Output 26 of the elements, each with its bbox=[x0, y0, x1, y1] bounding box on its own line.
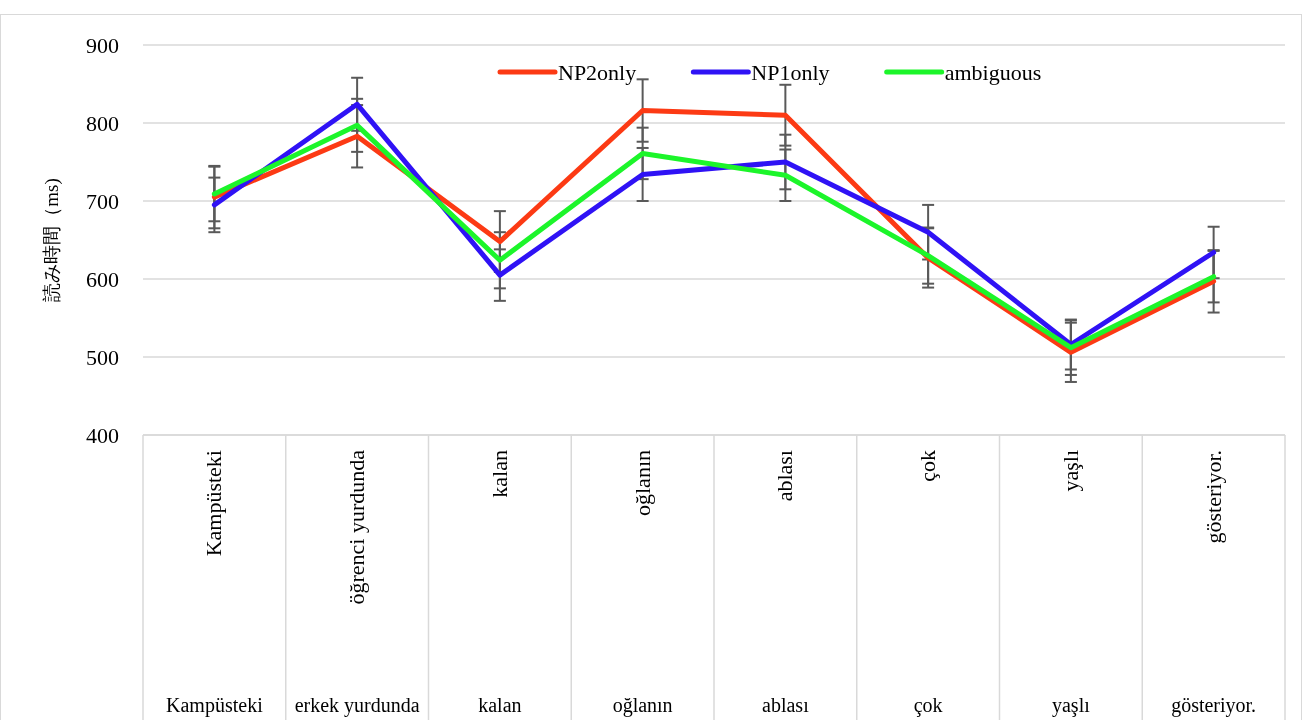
legend-label: NP2only bbox=[558, 59, 637, 85]
y-tick-label: 600 bbox=[86, 266, 119, 292]
text: çok bbox=[913, 694, 943, 717]
text: ablası bbox=[762, 694, 810, 716]
y-tick-label: 800 bbox=[86, 110, 119, 136]
text: Kampüsteki bbox=[166, 694, 264, 717]
y-tick-label: 400 bbox=[86, 422, 119, 448]
x-tick-label: öğrenci yurdunda bbox=[344, 449, 370, 605]
y-tick-label: 900 bbox=[86, 32, 119, 58]
text: yaşlı bbox=[1051, 694, 1091, 717]
text: oğlanın bbox=[612, 694, 673, 717]
legend-label: NP1only bbox=[751, 59, 830, 85]
x-tick-label: Kampüsteki bbox=[201, 450, 227, 557]
x-tick-label: ablası bbox=[772, 450, 798, 502]
y-tick-label: 500 bbox=[86, 344, 119, 370]
x-tick-label: kalan bbox=[486, 450, 512, 498]
y-tick-label: 700 bbox=[86, 188, 119, 214]
y-axis-title: 読み時間（ms) bbox=[41, 178, 63, 302]
x-tick-label: oğlanın bbox=[629, 450, 655, 516]
x-tick-label: çok bbox=[915, 450, 941, 482]
x-tick-label: yaşlı bbox=[1057, 450, 1083, 492]
x-tick-label: gösteriyor. bbox=[1200, 450, 1226, 544]
text: erkek yurdunda bbox=[294, 694, 420, 717]
text: kalan bbox=[478, 694, 522, 716]
text: gösteriyor. bbox=[1171, 694, 1257, 717]
legend-label: ambiguous bbox=[944, 59, 1042, 85]
